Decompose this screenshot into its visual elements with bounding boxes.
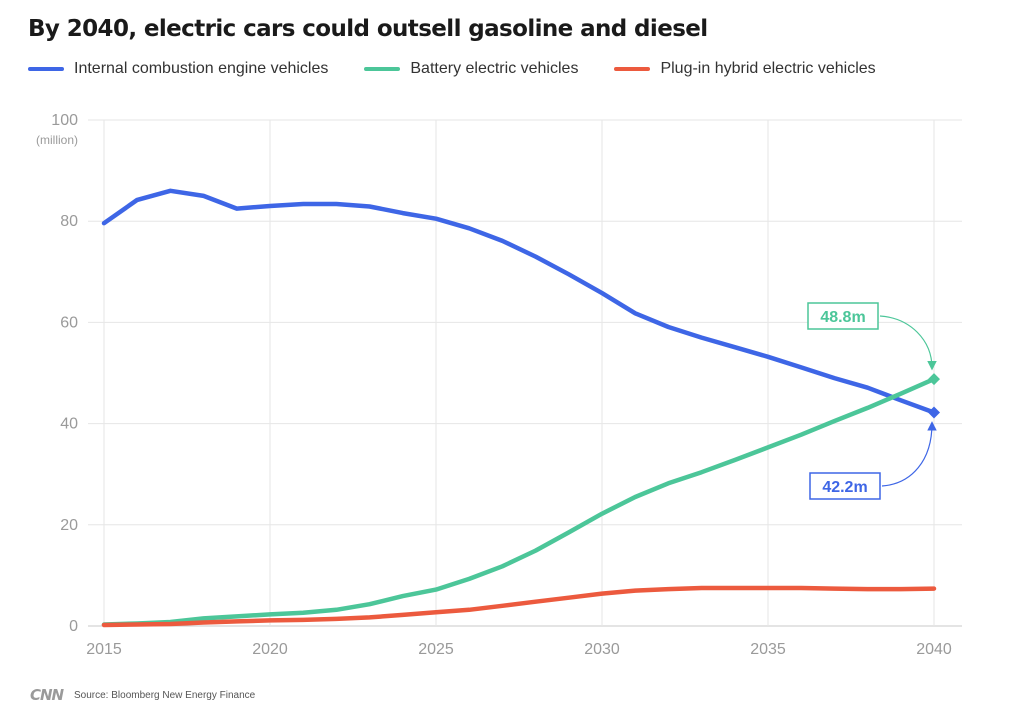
source-note: Source: Bloomberg New Energy Finance (74, 690, 256, 701)
legend-swatch-ice (28, 67, 64, 71)
bev-callout-arrow (879, 315, 937, 371)
x-tick-label: 2025 (418, 641, 454, 658)
legend-swatch-bev (364, 67, 401, 71)
bev-end-marker (928, 373, 940, 386)
y-tick-label: 20 (60, 517, 78, 534)
y-tick-label: 60 (60, 314, 78, 331)
y-tick-label: 40 (60, 416, 78, 433)
cnn-logo: CNN (30, 686, 64, 704)
legend-item-phev: Plug-in hybrid electric vehicles (614, 60, 876, 78)
bev-line (101, 376, 937, 627)
legend-label-bev: Battery electric vehicles (410, 60, 579, 77)
x-tick-label: 2020 (252, 641, 288, 658)
phev-line (101, 585, 937, 628)
legend-item-ice: Internal combustion engine vehicles (28, 60, 328, 78)
x-tick-label: 2040 (916, 641, 952, 658)
y-tick-label: 80 (60, 213, 78, 230)
ice-callout-label: 42.2m (822, 479, 867, 496)
x-tick-label: 2015 (86, 641, 122, 658)
x-tick-label: 2030 (584, 641, 620, 658)
chart-title: By 2040, electric cars could outsell gas… (28, 16, 708, 42)
ice-callout-box (809, 472, 881, 500)
legend-label-phev: Plug-in hybrid electric vehicles (660, 60, 876, 77)
legend-swatch-phev (614, 67, 651, 71)
legend-item-bev: Battery electric vehicles (364, 60, 578, 78)
bev-callout-box (807, 302, 879, 330)
bev-callout-label: 48.8m (820, 309, 865, 326)
y-tick-label: 100 (51, 112, 78, 129)
y-tick-label: 0 (69, 618, 78, 635)
y-unit-label: (million) (36, 133, 78, 147)
ice-line (101, 188, 937, 415)
legend-label-ice: Internal combustion engine vehicles (74, 60, 329, 77)
ice-callout-arrow (881, 421, 937, 487)
ice-end-marker (928, 406, 940, 419)
x-tick-label: 2035 (750, 641, 786, 658)
legend: Internal combustion engine vehicles Batt… (28, 60, 876, 78)
